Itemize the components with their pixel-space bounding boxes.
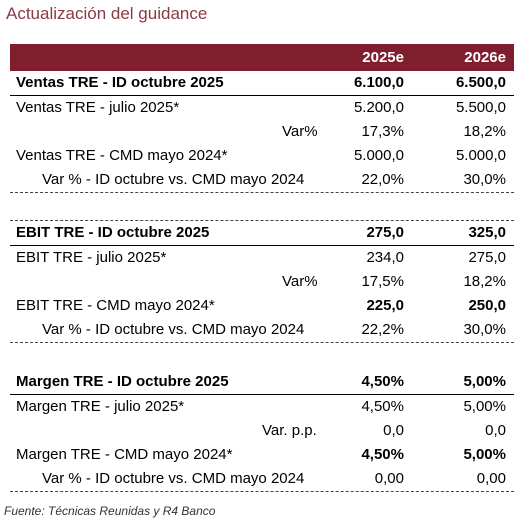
value-2025e: 234,0: [366, 249, 404, 266]
table-row: Ventas TRE - ID octubre 2025 6.100,0 6.5…: [10, 71, 514, 96]
table-row: EBIT TRE - julio 2025* 234,0 275,0: [10, 246, 514, 270]
value-2026e: 5.000,0: [455, 147, 506, 164]
section-spacer: [10, 193, 514, 221]
value-2026e: 325,0: [468, 224, 506, 241]
section-spacer: [10, 343, 514, 370]
value-2026e: 5,00%: [463, 373, 506, 390]
value-2026e: 30,0%: [463, 321, 506, 338]
table-row: EBIT TRE - ID octubre 2025 275,0 325,0: [10, 221, 514, 246]
table-row: Margen TRE - CMD mayo 2024* 4,50% 5,00%: [10, 443, 514, 467]
value-2025e: 0,0: [383, 422, 404, 439]
value-2025e: 5.200,0: [353, 99, 404, 116]
row-label: Margen TRE - julio 2025*: [16, 398, 185, 415]
table-row: Ventas TRE - julio 2025* 5.200,0 5.500,0: [10, 96, 514, 120]
value-2025e: 17,5%: [361, 273, 404, 290]
value-2026e: 0,00: [476, 470, 506, 487]
value-2026e: 275,0: [468, 249, 506, 266]
guidance-table: 2025e 2026e Ventas TRE - ID octubre 2025…: [10, 44, 514, 492]
value-2025e: 4,50%: [361, 373, 404, 390]
row-label: EBIT TRE - CMD mayo 2024*: [16, 297, 215, 314]
row-label: Var%: [282, 123, 318, 140]
row-label: Ventas TRE - CMD mayo 2024*: [16, 147, 228, 164]
value-2026e: 5,00%: [463, 446, 506, 463]
column-header-2025e: 2025e: [362, 49, 404, 66]
value-2026e: 30,0%: [463, 171, 506, 188]
value-2026e: 250,0: [468, 297, 506, 314]
row-label: EBIT TRE - julio 2025*: [16, 249, 167, 266]
value-2025e: 225,0: [366, 297, 404, 314]
table-row: Var% 17,5% 18,2%: [10, 270, 514, 294]
table-row: Var % - ID octubre vs. CMD mayo 2024 22,…: [10, 168, 514, 193]
row-label: Ventas TRE - julio 2025*: [16, 99, 180, 116]
value-2026e: 0,0: [485, 422, 506, 439]
value-2025e: 17,3%: [361, 123, 404, 140]
value-2025e: 0,00: [374, 470, 404, 487]
row-label: Margen TRE - ID octubre 2025: [16, 373, 229, 390]
row-label: Ventas TRE - ID octubre 2025: [16, 74, 224, 91]
value-2025e: 275,0: [366, 224, 404, 241]
table-header: 2025e 2026e: [10, 44, 514, 71]
source-note: Fuente: Técnicas Reunidas y R4 Banco: [4, 504, 216, 518]
table-row: Var% 17,3% 18,2%: [10, 120, 514, 144]
value-2026e: 5.500,0: [455, 99, 506, 116]
page-title: Actualización del guidance: [6, 4, 208, 23]
table-row: Margen TRE - julio 2025* 4,50% 5,00%: [10, 395, 514, 419]
row-label: Var % - ID octubre vs. CMD mayo 2024: [42, 321, 305, 338]
table-row: Margen TRE - ID octubre 2025 4,50% 5,00%: [10, 370, 514, 395]
value-2026e: 18,2%: [463, 273, 506, 290]
value-2025e: 4,50%: [361, 446, 404, 463]
value-2025e: 4,50%: [361, 398, 404, 415]
table-row: Var % - ID octubre vs. CMD mayo 2024 22,…: [10, 318, 514, 343]
table-row: EBIT TRE - CMD mayo 2024* 225,0 250,0: [10, 294, 514, 318]
value-2026e: 18,2%: [463, 123, 506, 140]
row-label: Margen TRE - CMD mayo 2024*: [16, 446, 233, 463]
row-label: Var % - ID octubre vs. CMD mayo 2024: [42, 171, 305, 188]
table-row: Ventas TRE - CMD mayo 2024* 5.000,0 5.00…: [10, 144, 514, 168]
row-label: Var. p.p.: [262, 422, 317, 439]
row-label: Var % - ID octubre vs. CMD mayo 2024: [42, 470, 305, 487]
value-2025e: 22,0%: [361, 171, 404, 188]
value-2025e: 5.000,0: [353, 147, 404, 164]
value-2025e: 22,2%: [361, 321, 404, 338]
row-label: EBIT TRE - ID octubre 2025: [16, 224, 210, 241]
row-label: Var%: [282, 273, 318, 290]
value-2026e: 5,00%: [463, 398, 506, 415]
table-row: Var. p.p. 0,0 0,0: [10, 419, 514, 443]
column-header-2026e: 2026e: [464, 49, 506, 66]
value-2025e: 6.100,0: [353, 74, 404, 91]
value-2026e: 6.500,0: [455, 74, 506, 91]
table-row: Var % - ID octubre vs. CMD mayo 2024 0,0…: [10, 467, 514, 492]
